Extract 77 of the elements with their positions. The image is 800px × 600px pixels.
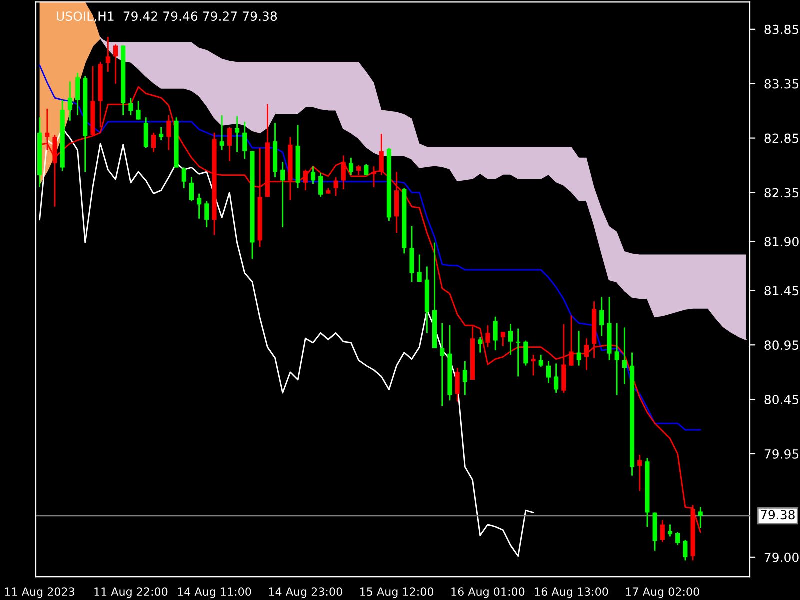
candlestick bbox=[189, 176, 194, 202]
candlestick bbox=[356, 164, 362, 176]
x-tick-label: 17 Aug 02:00 bbox=[626, 588, 700, 598]
y-tick-label: 81.90 bbox=[764, 237, 799, 247]
candlestick bbox=[76, 72, 80, 116]
candlestick bbox=[242, 121, 248, 160]
candlestick bbox=[516, 328, 521, 378]
y-tick-label: 82.85 bbox=[764, 134, 799, 144]
candlestick bbox=[341, 155, 346, 190]
x-tick-label: 14 Aug 11:00 bbox=[178, 588, 252, 598]
candlestick bbox=[622, 327, 627, 386]
candlestick bbox=[698, 506, 703, 529]
y-tick-label: 79.95 bbox=[764, 449, 799, 459]
y-tick-label: 80.45 bbox=[764, 395, 799, 404]
candlestick bbox=[280, 162, 286, 228]
candlestick bbox=[159, 126, 164, 142]
candlestick bbox=[486, 324, 490, 348]
candlestick bbox=[683, 539, 688, 562]
candlestick bbox=[576, 330, 582, 367]
candlestick bbox=[113, 44, 118, 85]
candlestick bbox=[660, 520, 665, 543]
candlestick bbox=[493, 316, 498, 352]
candlestick bbox=[524, 340, 528, 367]
candlestick bbox=[128, 97, 134, 116]
candlestick bbox=[182, 167, 186, 190]
x-tick-label: 11 Aug 2023 bbox=[5, 588, 74, 598]
candlestick bbox=[546, 360, 551, 384]
candlestick bbox=[235, 116, 240, 154]
candlestick bbox=[584, 338, 589, 371]
candlestick bbox=[303, 169, 308, 192]
candlestick bbox=[310, 166, 316, 185]
candlestick bbox=[531, 354, 536, 376]
y-tick-label: 79.00 bbox=[764, 552, 799, 562]
candlestick bbox=[144, 116, 148, 149]
candlestick bbox=[334, 176, 338, 197]
candlestick bbox=[204, 200, 210, 228]
y-tick-label: 83.35 bbox=[764, 79, 799, 89]
y-tick-label: 81.45 bbox=[764, 286, 799, 296]
candlestick bbox=[364, 164, 369, 176]
candlestick bbox=[227, 126, 232, 162]
ref-line-label: 79.38 bbox=[761, 510, 795, 520]
candlestick bbox=[508, 324, 514, 356]
candlestick bbox=[166, 114, 172, 151]
candlestick bbox=[197, 193, 202, 220]
y-tick-label: 80.95 bbox=[764, 340, 799, 350]
candlestick bbox=[478, 336, 483, 354]
candlestick bbox=[455, 367, 460, 402]
candlestick bbox=[106, 36, 110, 73]
candlestick bbox=[136, 100, 141, 120]
candlestick bbox=[318, 172, 324, 198]
candlestick bbox=[554, 362, 559, 394]
candlestick bbox=[68, 80, 72, 122]
candlestick bbox=[668, 524, 673, 538]
x-tick-label: 16 Aug 01:00 bbox=[452, 588, 525, 598]
x-tick-label: 16 Aug 13:00 bbox=[535, 588, 608, 598]
x-tick-label: 11 Aug 22:00 bbox=[94, 588, 168, 598]
candlestick bbox=[379, 133, 384, 176]
line-series bbox=[39, 64, 702, 431]
candlestick bbox=[440, 322, 445, 407]
candlestick bbox=[638, 454, 642, 492]
candlestick bbox=[500, 331, 506, 347]
candlestick bbox=[372, 166, 376, 188]
candlestick bbox=[45, 108, 50, 151]
candlestick bbox=[600, 296, 604, 338]
candlestick bbox=[538, 354, 544, 368]
candlestick bbox=[348, 157, 354, 176]
candlestick bbox=[676, 532, 680, 546]
candlestick bbox=[462, 360, 468, 396]
candlestick bbox=[614, 322, 620, 396]
candlestick bbox=[220, 114, 224, 151]
y-tick-label: 83.85 bbox=[764, 24, 799, 34]
x-tick-label: 15 Aug 12:00 bbox=[360, 588, 434, 598]
x-tick-label: 14 Aug 23:00 bbox=[269, 588, 342, 598]
candlestick bbox=[417, 254, 422, 283]
y-tick-label: 82.35 bbox=[764, 188, 799, 198]
candlestick bbox=[151, 132, 156, 154]
candlestick bbox=[569, 315, 574, 367]
